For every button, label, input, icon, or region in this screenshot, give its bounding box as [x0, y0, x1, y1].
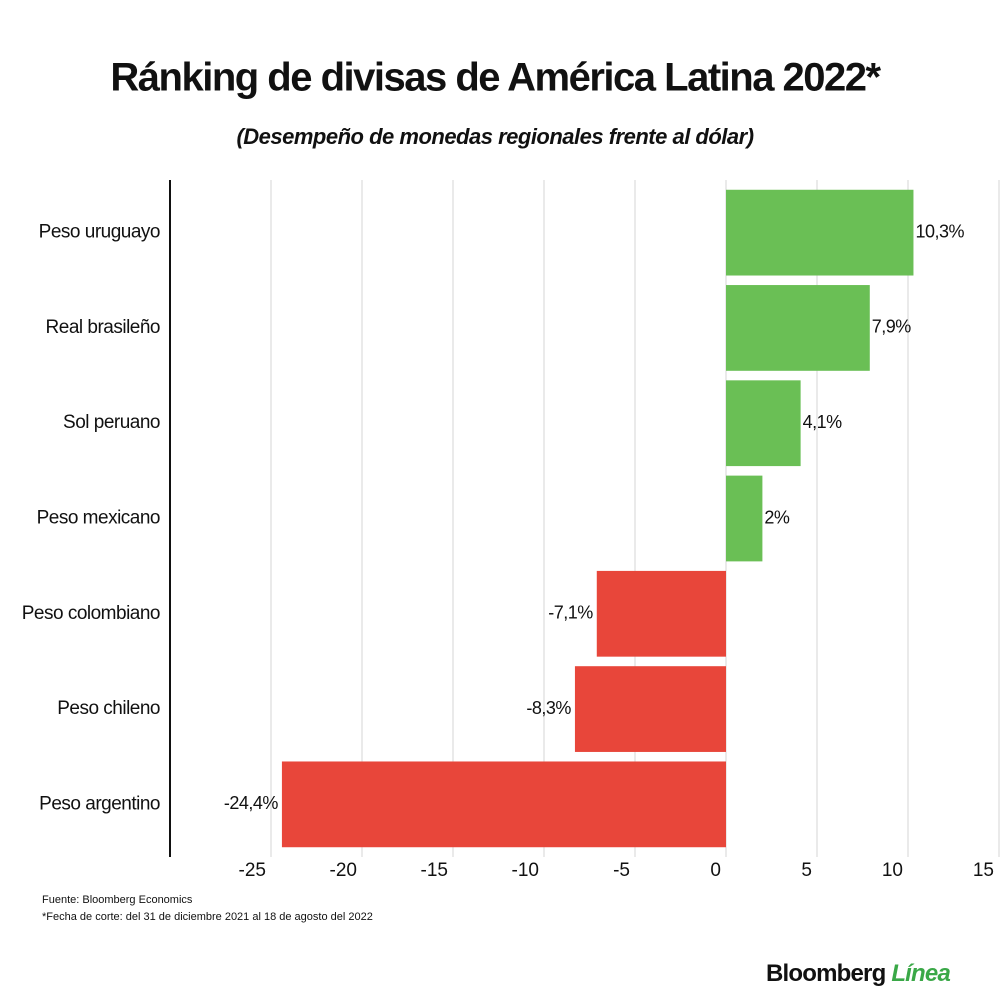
y-tick-label: Sol peruano: [63, 412, 160, 433]
source: Fuente: Bloomberg Economics: [42, 894, 193, 906]
value-label: 2%: [764, 507, 790, 527]
value-label: 4,1%: [803, 412, 843, 432]
y-tick-label: Peso uruguayo: [39, 222, 160, 243]
brand-logo: Bloomberg Línea: [766, 960, 950, 987]
y-tick-label: Peso argentino: [39, 793, 160, 814]
y-tick-label: Peso mexicano: [37, 508, 160, 529]
footnote: *Fecha de corte: del 31 de diciembre 202…: [42, 911, 373, 923]
y-tick-label: Peso colombiano: [22, 603, 160, 624]
x-tick-label: 10: [882, 860, 903, 881]
bar: [726, 285, 870, 371]
x-tick-label: -15: [421, 860, 448, 881]
y-tick-label: Real brasileño: [46, 317, 160, 338]
x-tick-label: -20: [330, 860, 357, 881]
x-tick-label: -5: [613, 860, 630, 881]
bar: [726, 189, 914, 276]
x-tick-label: -10: [512, 860, 539, 881]
bar: [726, 380, 801, 467]
x-tick-label: -25: [239, 860, 266, 881]
brand-name: Bloomberg: [766, 960, 886, 987]
chart-subtitle: (Desempeño de monedas regionales frente …: [236, 124, 753, 149]
value-label: 7,9%: [872, 317, 912, 337]
bar: [281, 761, 726, 848]
x-tick-label: 15: [973, 860, 994, 881]
bar: [596, 570, 726, 657]
bar: [726, 475, 763, 562]
x-tick-label: 0: [710, 860, 721, 881]
brand-suffix: Línea: [891, 960, 950, 987]
y-tick-label: Peso chileno: [57, 698, 160, 719]
chart-title: Ránking de divisas de América Latina 202…: [110, 56, 881, 100]
value-label: -7,1%: [548, 603, 593, 623]
value-label: -24,4%: [224, 793, 279, 813]
value-label: -8,3%: [526, 698, 571, 718]
bar: [574, 666, 726, 752]
value-label: 10,3%: [915, 221, 964, 241]
x-tick-label: 5: [801, 860, 812, 881]
